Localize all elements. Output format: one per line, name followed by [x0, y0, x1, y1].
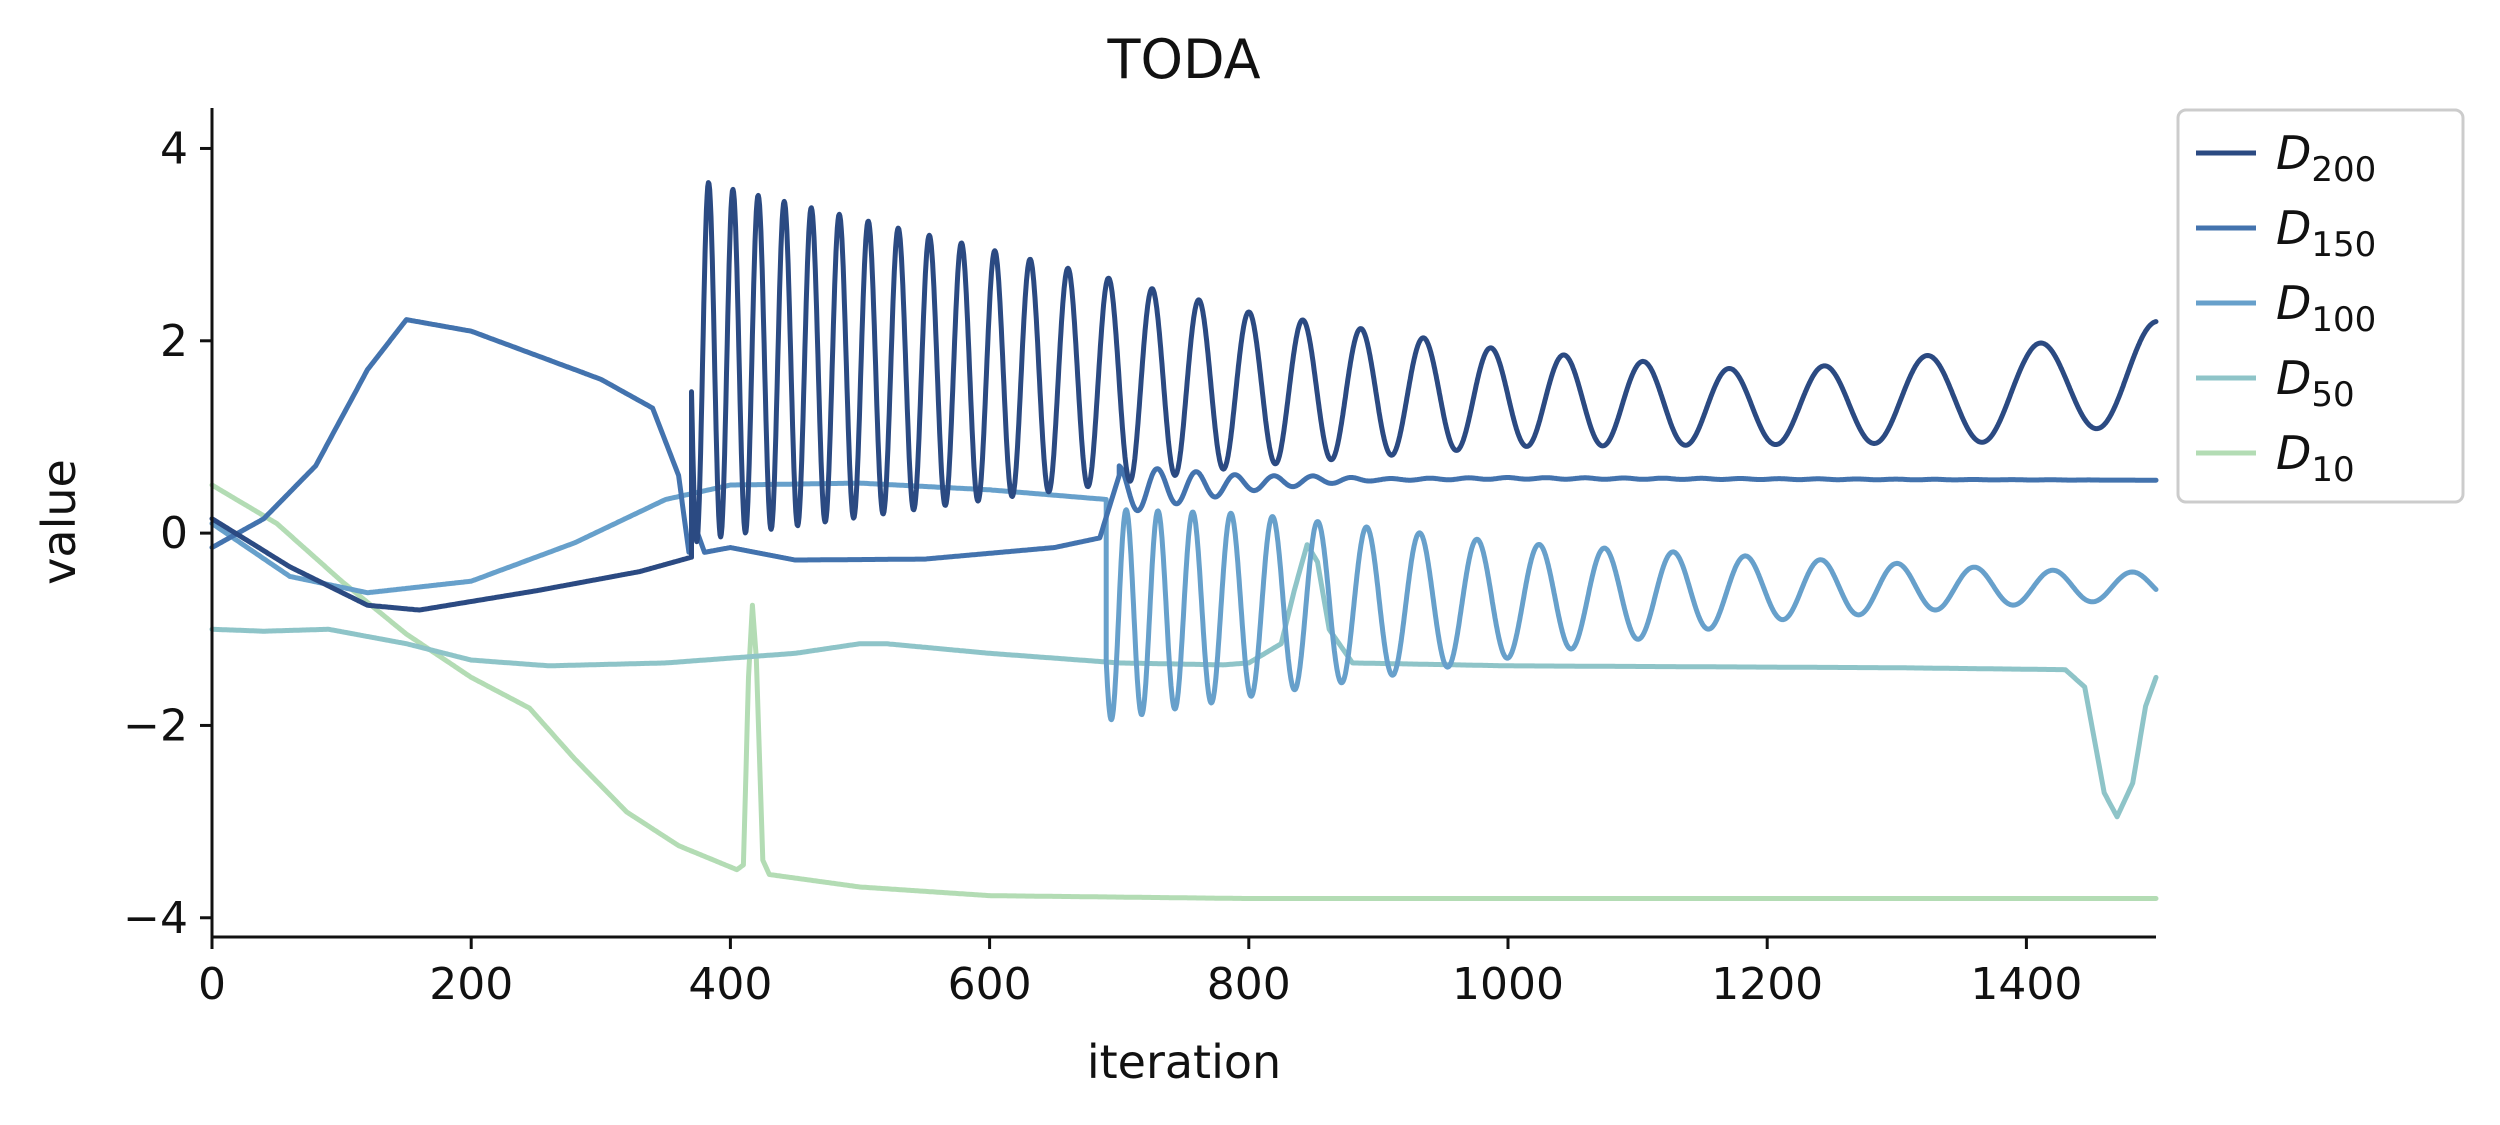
- x-tick-label: 1200: [1711, 959, 1823, 1010]
- x-axis-title: iteration: [1087, 1035, 1281, 1089]
- series-line-d10: [209, 482, 2159, 901]
- y-tick-label: −4: [123, 893, 188, 944]
- chart-title: TODA: [1106, 28, 1260, 91]
- legend-box: [2176, 108, 2465, 504]
- series-line-d150: [209, 317, 2159, 563]
- y-tick-label: 4: [160, 123, 188, 174]
- x-tick-label: 800: [1207, 959, 1291, 1010]
- axes: 0 200 400 600 800 1000 1200 1400 −4 −2 0 2 4: [123, 108, 2156, 1010]
- x-tick-label: 0: [198, 959, 226, 1010]
- y-axis-title: value: [32, 459, 86, 585]
- series-line-d200: [209, 180, 2159, 613]
- series-line-d50: [209, 542, 2159, 820]
- x-tick-label: 1000: [1452, 959, 1564, 1010]
- x-tick-label: 1400: [1970, 959, 2082, 1010]
- x-tick-label: 400: [688, 959, 772, 1010]
- y-tick-label: −2: [123, 700, 188, 751]
- plot-area: [209, 180, 2159, 901]
- y-tick-label: 0: [160, 508, 188, 559]
- x-tick-label: 200: [429, 959, 513, 1010]
- x-tick-label: 600: [948, 959, 1032, 1010]
- y-tick-label: 2: [160, 316, 188, 367]
- series-line-d100: [209, 480, 2159, 723]
